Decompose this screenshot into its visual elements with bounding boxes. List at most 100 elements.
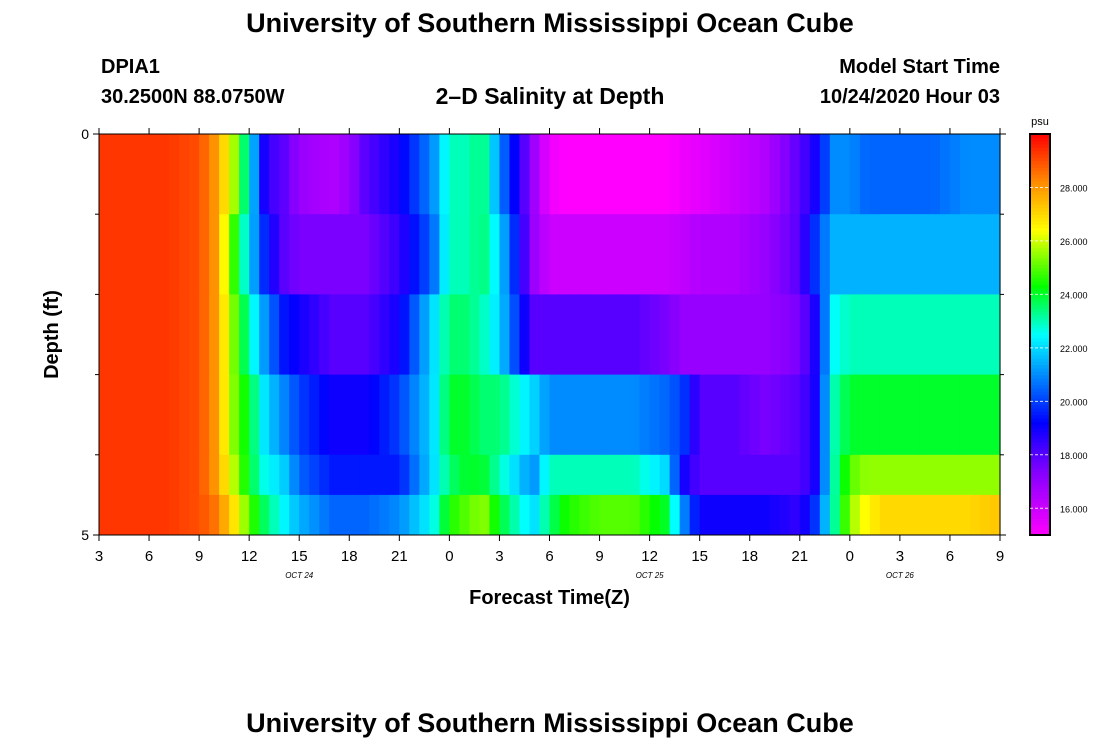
heatmap-cell bbox=[539, 494, 551, 536]
colorbar-band bbox=[1030, 214, 1050, 219]
heatmap-cell bbox=[349, 214, 360, 295]
heatmap-cell bbox=[189, 494, 200, 536]
heatmap-cell bbox=[879, 454, 891, 496]
heatmap-cell bbox=[589, 134, 601, 215]
heatmap-cell bbox=[449, 134, 460, 215]
heatmap-cell bbox=[489, 454, 501, 496]
heatmap-cell bbox=[869, 454, 881, 496]
heatmap-cell bbox=[709, 494, 721, 536]
heatmap-cell bbox=[139, 294, 150, 375]
heatmap-cell bbox=[819, 214, 831, 295]
heatmap-cell bbox=[379, 494, 390, 536]
heatmap-cell bbox=[99, 374, 110, 456]
colorbar-frame bbox=[1029, 133, 1051, 536]
heatmap-cell bbox=[129, 454, 140, 496]
heatmap-cell bbox=[539, 214, 551, 295]
heatmap-cell bbox=[379, 294, 390, 375]
colorbar-band bbox=[1030, 354, 1050, 359]
heatmap-cell bbox=[829, 454, 841, 496]
heatmap-cell bbox=[119, 294, 130, 375]
heatmap-cell bbox=[339, 494, 350, 536]
heatmap-cell bbox=[199, 214, 210, 295]
heatmap-cell bbox=[749, 454, 761, 496]
heatmap-cell bbox=[649, 214, 661, 295]
heatmap-cell bbox=[569, 294, 581, 375]
colorbar-band bbox=[1030, 357, 1050, 362]
heatmap-cell bbox=[499, 494, 511, 536]
heatmap-cell bbox=[279, 294, 290, 375]
heatmap-cell bbox=[459, 494, 471, 536]
heatmap-cell bbox=[339, 134, 350, 215]
heatmap-cell bbox=[759, 134, 771, 215]
heatmap-cell bbox=[189, 374, 200, 456]
heatmap-cell bbox=[729, 294, 741, 375]
colorbar-band bbox=[1030, 381, 1050, 386]
heatmap-cell bbox=[709, 294, 721, 375]
heatmap-cell bbox=[649, 454, 661, 496]
heatmap-cell bbox=[769, 454, 781, 496]
heatmap-cell bbox=[759, 494, 771, 536]
heatmap-cell bbox=[219, 454, 230, 496]
heatmap-cell bbox=[389, 494, 400, 536]
heatmap-cell bbox=[729, 214, 741, 295]
heatmap-cell bbox=[799, 494, 811, 536]
colorbar-tick-label: 24.000 bbox=[1060, 290, 1088, 300]
heatmap-cell bbox=[969, 134, 981, 215]
colorbar-tick-label: 20.000 bbox=[1060, 397, 1088, 407]
heatmap-cell bbox=[599, 494, 611, 536]
heatmap-cell bbox=[899, 294, 911, 375]
heatmap-cell bbox=[189, 134, 200, 215]
heatmap-cell bbox=[909, 294, 921, 375]
heatmap-cell bbox=[359, 214, 370, 295]
heatmap-cell bbox=[249, 374, 260, 456]
heatmap-cell bbox=[709, 374, 721, 456]
heatmap-cell bbox=[749, 134, 761, 215]
heatmap-cell bbox=[219, 214, 230, 295]
colorbar-band bbox=[1030, 267, 1050, 272]
heatmap-cell bbox=[599, 214, 611, 295]
heatmap-cell bbox=[329, 494, 340, 536]
heatmap-cell bbox=[449, 374, 460, 456]
heatmap-cell bbox=[419, 494, 430, 536]
heatmap-cell bbox=[699, 294, 711, 375]
heatmap-cell bbox=[479, 494, 491, 536]
heatmap-cell bbox=[509, 294, 521, 375]
heatmap-cell bbox=[299, 454, 310, 496]
heatmap-cell bbox=[459, 134, 471, 215]
heatmap-cell bbox=[149, 454, 160, 496]
heatmap-cell bbox=[889, 374, 901, 456]
heatmap-cell bbox=[539, 294, 551, 375]
colorbar-band bbox=[1030, 414, 1050, 419]
heatmap-cell bbox=[809, 134, 821, 215]
heatmap-cell bbox=[899, 214, 911, 295]
heatmap-cell bbox=[249, 294, 260, 375]
heatmap-cell bbox=[439, 454, 450, 496]
heatmap-cell bbox=[779, 454, 791, 496]
heatmap-cell bbox=[509, 214, 521, 295]
heatmap-cell bbox=[259, 494, 270, 536]
heatmap-cell bbox=[439, 374, 450, 456]
heatmap-cell bbox=[259, 134, 270, 215]
colorbar-band bbox=[1030, 177, 1050, 182]
heatmap-cell bbox=[689, 494, 701, 536]
heatmap-cell bbox=[599, 294, 611, 375]
heatmap-cell bbox=[689, 134, 701, 215]
colorbar-band bbox=[1030, 237, 1050, 242]
heatmap-cell bbox=[469, 134, 481, 215]
heatmap-cells bbox=[99, 134, 1001, 536]
heatmap-cell bbox=[229, 294, 240, 375]
heatmap-cell bbox=[749, 294, 761, 375]
heatmap-cell bbox=[389, 214, 400, 295]
heatmap-cell bbox=[389, 374, 400, 456]
heatmap-cell bbox=[519, 374, 531, 456]
heatmap-cell bbox=[559, 374, 571, 456]
heatmap-cell bbox=[639, 214, 651, 295]
heatmap-cell bbox=[389, 454, 400, 496]
heatmap-cell bbox=[429, 214, 440, 295]
heatmap-cell bbox=[639, 374, 651, 456]
heatmap-cell bbox=[979, 374, 991, 456]
heatmap-cell bbox=[469, 494, 481, 536]
heatmap-cell bbox=[899, 494, 911, 536]
heatmap-cell bbox=[229, 454, 240, 496]
heatmap-cell bbox=[379, 214, 390, 295]
